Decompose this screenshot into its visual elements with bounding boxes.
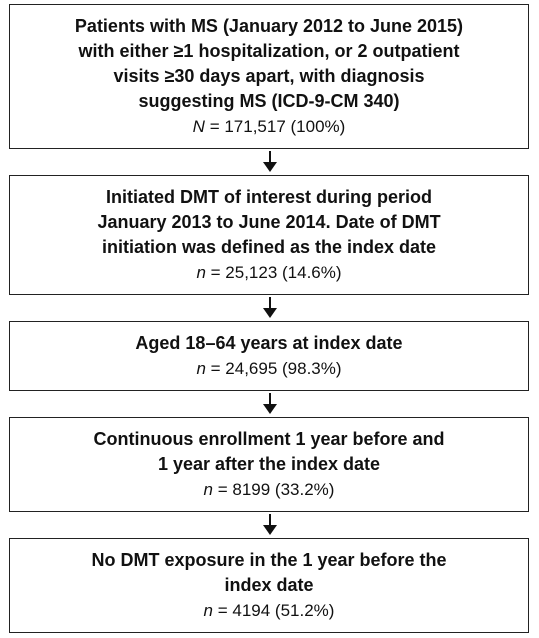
box-text: January 2013 to June 2014. Date of DMT: [97, 212, 441, 232]
count-value: = 8199 (33.2%): [217, 480, 335, 499]
box-count: N = 171,517 (100%): [16, 114, 522, 139]
box-count: n = 8199 (33.2%): [16, 477, 522, 502]
box-count: n = 4194 (51.2%): [16, 598, 522, 623]
count-symbol: n: [196, 359, 206, 378]
box-text: 1 year after the index date: [157, 454, 381, 474]
flow-box: Aged 18–64 years at index date n = 24,695…: [9, 321, 529, 391]
arrow: [262, 514, 277, 535]
flow-box: Continuous enrollment 1 year before and 1…: [9, 417, 529, 512]
box-text: index date: [224, 575, 314, 595]
flow-box: No DMT exposure in the 1 year before the…: [9, 538, 529, 633]
box-text: Aged 18–64 years at index date: [135, 333, 403, 353]
arrow: [262, 297, 277, 318]
box-count: n = 24,695 (98.3%): [16, 356, 522, 381]
count-symbol: n: [203, 601, 213, 620]
count-symbol: n: [196, 263, 206, 282]
count-value: = 171,517 (100%): [209, 117, 346, 136]
count-symbol: N: [192, 117, 205, 136]
box-count: n = 25,123 (14.6%): [16, 260, 522, 285]
box-text: visits ≥30 days apart, with diagnosis: [113, 66, 425, 86]
box-text: Initiated DMT of interest during period: [106, 187, 432, 207]
count-value: = 24,695 (98.3%): [210, 359, 342, 378]
count-value: = 4194 (51.2%): [217, 601, 335, 620]
box-text: No DMT exposure in the 1 year before the: [91, 550, 447, 570]
count-value: = 25,123 (14.6%): [210, 263, 342, 282]
box-text: initiation was defined as the index date: [101, 237, 437, 257]
flow-box: Initiated DMT of interest during period J…: [9, 175, 529, 295]
box-text: suggesting MS (ICD-9-CM 340): [138, 91, 400, 111]
arrow: [262, 393, 277, 414]
arrow: [262, 151, 277, 172]
count-symbol: n: [203, 480, 213, 499]
box-text: Continuous enrollment 1 year before and: [93, 429, 445, 449]
flow-box: Patients with MS (January 2012 to June 2…: [9, 4, 529, 149]
box-text: Patients with MS (January 2012 to June 2…: [74, 16, 464, 36]
box-text: with either ≥1 hospitalization, or 2 out…: [78, 41, 460, 61]
